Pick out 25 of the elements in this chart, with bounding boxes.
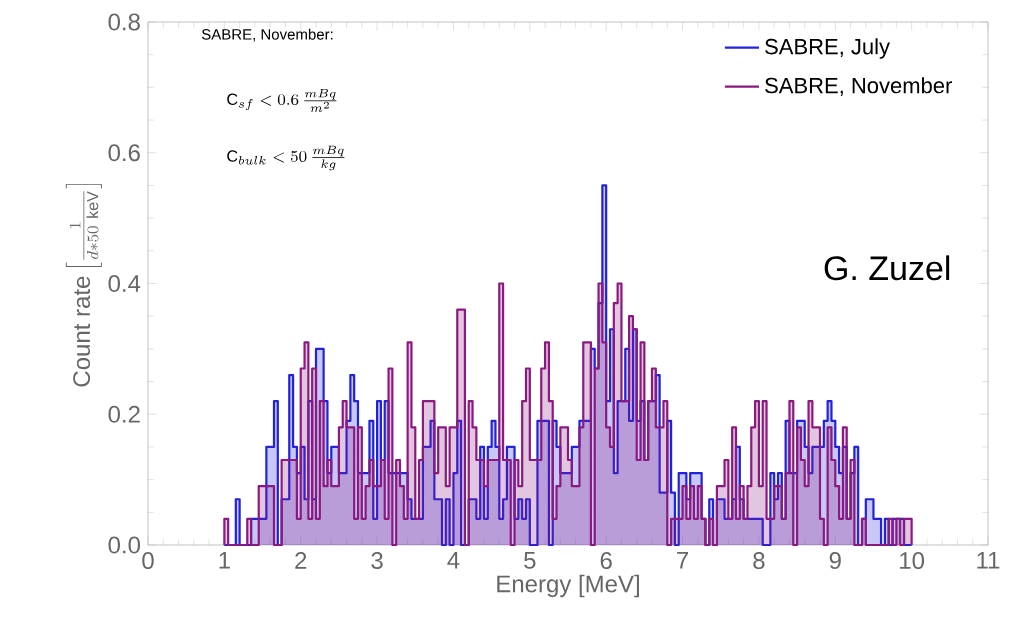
x-axis-title: Energy [MeV] [497, 574, 639, 598]
x-tick-label: 2 [295, 552, 307, 569]
x-tick-label: 7 [677, 552, 689, 569]
x-tick-label: 5 [524, 552, 536, 569]
x-tick-label: 10 [900, 552, 925, 570]
annotation: $\mathrm{C}_{bulk} < 50\,\frac{mBq}{kg}$ [227, 145, 345, 171]
legend-label: SABRE, July [765, 38, 890, 59]
annotation: $\mathrm{C}_{sf} < 0.6\,\frac{mBq}{m^2}$ [227, 89, 337, 112]
x-tick-label: 0 [142, 552, 154, 570]
y-tick-label: 0.4 [108, 275, 141, 292]
annotation: G. Zuzel [824, 255, 950, 281]
legend-label: SABRE, November [765, 77, 952, 96]
y-tick-label: 0.6 [108, 144, 140, 162]
y-axis-title: $\mathrm{Count\ rate}\left[\frac{1}{d*50\ \mathrm{keV}}\right]$ [65, 183, 102, 387]
x-tick-label: 8 [753, 552, 765, 570]
y-tick-label: 0.2 [108, 405, 140, 423]
x-tick-label: 11 [977, 552, 1000, 569]
x-tick-label: 3 [371, 552, 383, 570]
annotation: SABRE, November: [201, 28, 333, 42]
y-tick-label: 0.8 [108, 13, 140, 31]
y-tick-label: 0.0 [108, 536, 141, 554]
x-tick-label: 9 [829, 552, 841, 570]
x-tick-label: 1 [219, 552, 230, 569]
x-tick-label: 4 [447, 552, 460, 569]
x-tick-label: 6 [600, 552, 612, 570]
